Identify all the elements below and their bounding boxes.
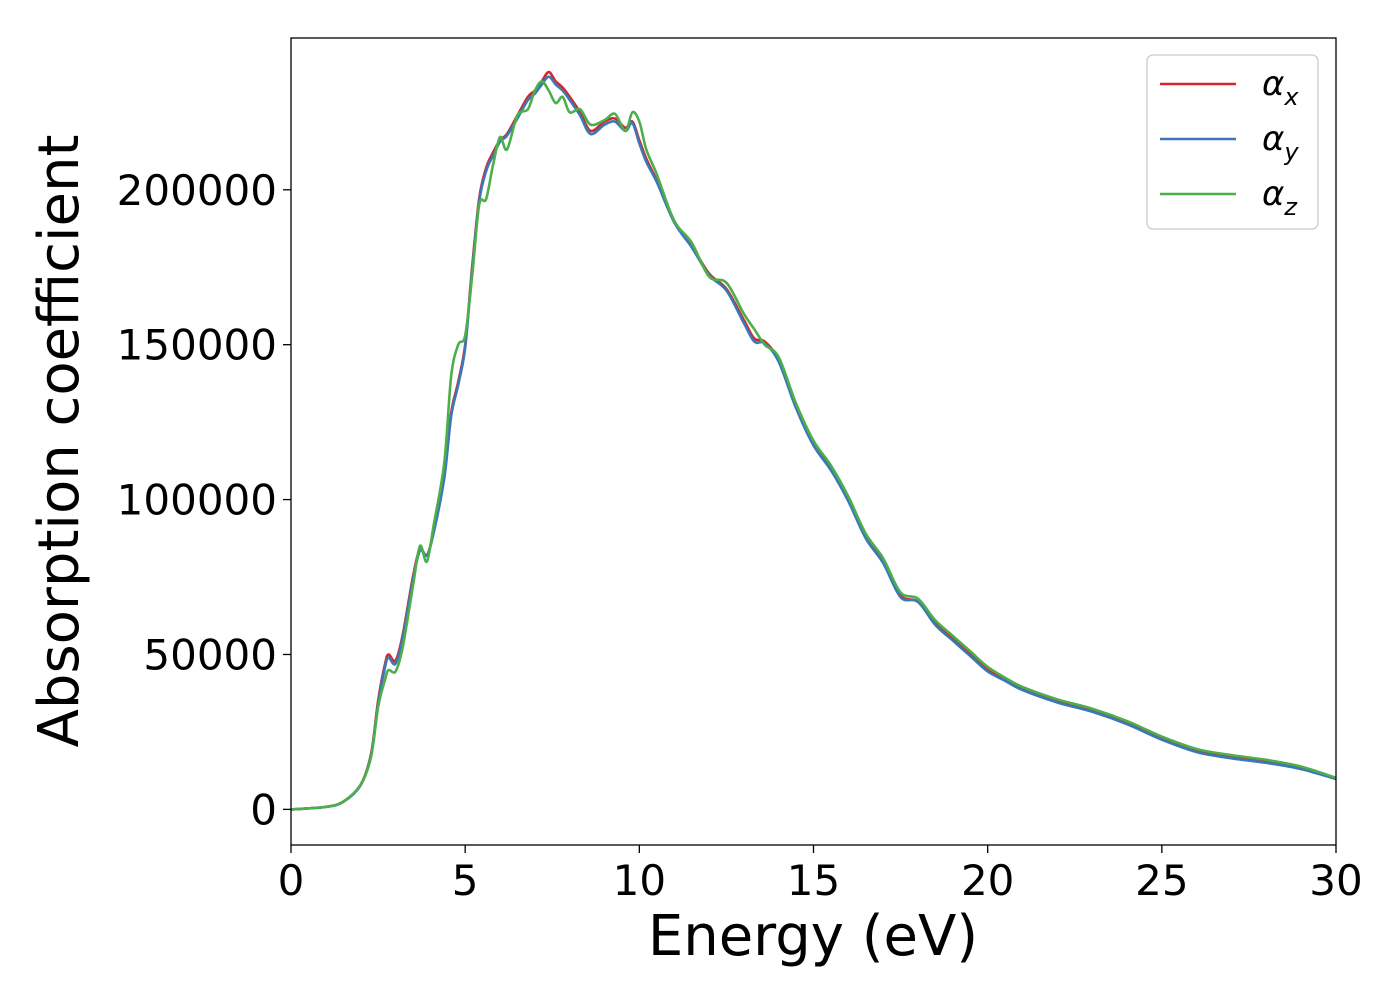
x-tick-label: 10 [613, 856, 666, 905]
x-tick-label: 25 [1135, 856, 1188, 905]
x-tick-label: 0 [278, 856, 305, 905]
series-layer [291, 70, 1336, 811]
y-tick-label: 200000 [117, 166, 277, 215]
y-axis-ticks: 0 50000 100000 150000 200000 [117, 166, 291, 834]
y-tick-label: 150000 [117, 321, 277, 370]
x-tick-label: 30 [1309, 856, 1362, 905]
y-axis-label: Absorption coefficient [27, 135, 92, 748]
x-tick-label: 15 [787, 856, 840, 905]
x-tick-label: 20 [961, 856, 1014, 905]
x-axis-ticks: 0 5 10 15 20 25 30 [278, 845, 1363, 905]
legend-label-alpha-x: αx [1262, 64, 1299, 111]
legend-label-alpha-y: αy [1262, 119, 1299, 166]
legend-box [1146, 54, 1319, 230]
x-tick-label: 5 [452, 856, 479, 905]
y-tick-label: 100000 [117, 476, 277, 525]
y-tick-label: 50000 [143, 630, 277, 679]
series-line-alpha-z [291, 80, 1336, 811]
y-tick-label: 0 [250, 785, 277, 834]
series-line-alpha-y [291, 75, 1336, 811]
x-axis-label: Energy (eV) [648, 904, 978, 969]
